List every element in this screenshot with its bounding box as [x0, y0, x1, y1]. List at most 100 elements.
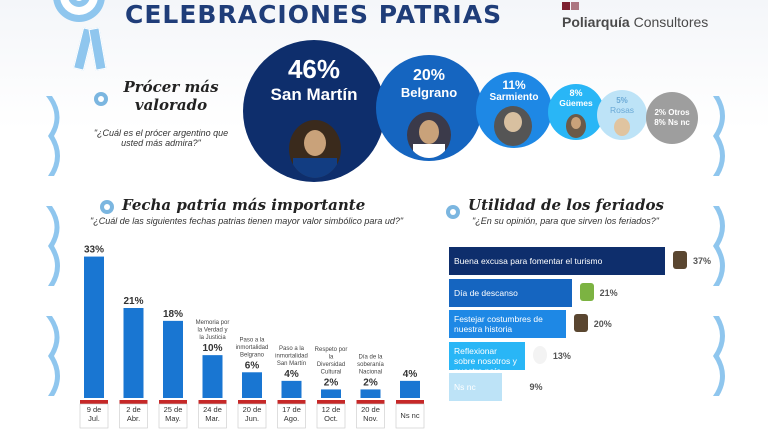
- hbar: Ns nc: [449, 373, 502, 401]
- calendar-tag: [198, 403, 227, 429]
- calendar-tag-top: [277, 400, 306, 404]
- calendar-tag-top: [396, 400, 424, 404]
- bubble-label: Güemes: [559, 98, 593, 108]
- bar: [242, 372, 262, 398]
- brand-logo-icon: [562, 2, 580, 12]
- bubble-value: 2% Otros: [654, 108, 690, 117]
- fechas-bar-chart: 33% 9 de Jul. 21% 2 de Abr. 18% 25 de May. 10% Mem…: [79, 245, 425, 429]
- section-bullet-icon: [100, 200, 114, 214]
- bar-value-label: 2%: [363, 377, 378, 388]
- brand-bold: Poliarquía: [562, 14, 630, 30]
- brand-rest: Consultores: [629, 14, 709, 30]
- bubble-value: 5%: [616, 96, 628, 105]
- calendar-tag-top: [356, 400, 385, 404]
- category-label: 9 de Jul.: [87, 405, 102, 423]
- bubble-label: Sarmiento: [489, 92, 539, 103]
- bar-description: Día de la soberanía Nacional: [357, 354, 384, 375]
- category-label: Ns nc: [400, 411, 419, 420]
- bubble-value: 20%: [412, 67, 446, 84]
- bubble-value: 11%: [502, 78, 526, 92]
- bar-value-label: 10%: [202, 343, 222, 354]
- category-label: 12 de Oct.: [322, 405, 341, 423]
- category-label: 24 de Mar.: [203, 405, 222, 423]
- calendar-tag-top: [159, 400, 187, 404]
- bubble-label: San Martín: [270, 85, 358, 104]
- calendar-tag: [158, 403, 188, 429]
- portrait-san-martin: [289, 120, 341, 178]
- bar-value-label: 33%: [84, 245, 104, 256]
- bar-description: Memoria por la Verdad y la Justicia: [196, 320, 230, 341]
- hbar-label: Ns nc: [454, 382, 476, 392]
- calendar-tag: [79, 403, 109, 429]
- hbar-value: 37%: [693, 256, 712, 266]
- bar: [400, 380, 420, 398]
- feriados-question: "¿En su opinión, para que sirven los fer…: [472, 216, 659, 226]
- calendar-tag: [316, 403, 346, 429]
- bubble-label: Belgrano: [400, 85, 458, 100]
- bar-value-label: 6%: [245, 360, 260, 371]
- feriados-title: Utilidad de los feriados: [468, 196, 664, 214]
- rosette-icon: [48, 0, 110, 32]
- hbar: Festejar costumbres de nuestra historia: [449, 310, 566, 338]
- bar-description: Paso a la inmortalidad Belgrano: [236, 337, 269, 358]
- mate-icon: [573, 314, 588, 332]
- calendar-tag-top: [238, 400, 266, 404]
- suitcase-icon: [673, 251, 687, 269]
- calendar-tag-top: [317, 400, 345, 404]
- calendar-tag-top: [119, 400, 148, 404]
- bar: [84, 256, 104, 398]
- brand-name: Poliarquía Consultores: [562, 14, 708, 30]
- section-bullet-icon: [94, 92, 108, 106]
- hbar-value: 9%: [529, 382, 543, 392]
- bar: [360, 389, 381, 398]
- ribbon-right: [88, 27, 107, 71]
- page-title: CELEBRACIONES PATRIAS: [125, 0, 503, 29]
- category-label: 20 de Nov.: [361, 405, 380, 423]
- proceres-question: "¿Cuál es el prócer argentino que usted …: [93, 128, 229, 148]
- portrait-guemes: [566, 114, 586, 138]
- bar-value-label: 18%: [163, 309, 183, 320]
- category-label: 2 de Abr.: [126, 405, 141, 423]
- hammock-icon: [579, 282, 594, 301]
- calendar-tag: [237, 403, 267, 429]
- bar: [123, 308, 144, 398]
- fechas-question: "¿Cuál de las siguientes fechas patrias …: [90, 216, 404, 226]
- hbar: Reflexionar sobre nosotros y nuestro paí…: [449, 341, 525, 376]
- lightbulb-icon: [532, 345, 547, 364]
- blank-icon: [510, 377, 524, 395]
- bar: [321, 389, 341, 398]
- hbar-label: Festejar costumbres de nuestra historia: [454, 314, 543, 334]
- calendar-tag-top: [198, 400, 227, 404]
- bubble-value: 46%: [287, 54, 341, 84]
- fechas-title: Fecha patria más importante: [122, 196, 366, 214]
- bubble-label: Rosas: [609, 105, 635, 115]
- hbar-label: Día de descanso: [454, 287, 518, 298]
- hbar-value: 21%: [599, 287, 618, 298]
- bar: [281, 380, 302, 398]
- hbar-label: Reflexionar sobre nosotros y nuestro paí…: [454, 345, 517, 376]
- calendar-tag: [119, 403, 148, 429]
- hbar: Día de descanso: [449, 278, 572, 307]
- calendar-tag: [277, 403, 306, 429]
- calendar-tag: [356, 403, 385, 429]
- bar-description: Paso a la inmortalidad San Martín: [275, 346, 308, 367]
- right-stripe-decoration: [713, 96, 725, 396]
- portrait-sarmiento: [494, 106, 532, 146]
- category-label: 20 de Jun.: [243, 405, 262, 423]
- portrait-belgrano: [407, 112, 451, 158]
- bar-description: Respeto por la Diversidad Cultural: [315, 347, 348, 376]
- hbar-value: 13%: [552, 350, 571, 361]
- bar-value-label: 4%: [284, 369, 299, 380]
- section-bullet-icon: [446, 205, 460, 219]
- bubble-sarmiento: 11% Sarmiento: [476, 72, 552, 148]
- bar-value-label: 21%: [123, 296, 143, 307]
- calendar-tag: [395, 403, 425, 429]
- hbar-label: Buena excusa para fomentar el turismo: [454, 256, 603, 266]
- calendar-tag-top: [80, 400, 108, 404]
- bar: [163, 320, 183, 398]
- hbar-value: 20%: [593, 319, 612, 329]
- bar-value-label: 2%: [324, 377, 339, 388]
- left-stripe-decoration: [46, 96, 60, 396]
- bubble-value: 8%: [569, 88, 583, 98]
